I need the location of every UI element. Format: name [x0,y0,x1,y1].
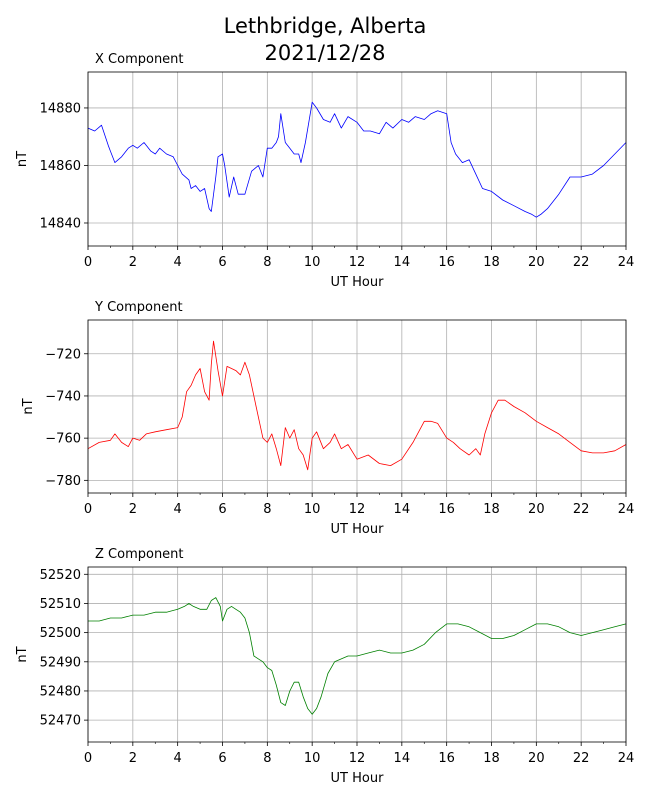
x-tick-label: 18 [483,502,500,517]
y-tick-label: −780 [45,474,81,489]
x-tick-label: 22 [573,255,590,270]
y-tick-label: 52500 [40,626,81,641]
x-tick-label: 10 [304,502,321,517]
y-axis-label: nT [21,398,36,414]
panel-title: X Component [95,52,184,67]
figure-title-line2: 2021/12/28 [264,41,386,65]
y-tick-label: 52490 [40,655,81,670]
x-tick-label: 4 [174,502,182,517]
x-tick-label: 0 [84,751,92,766]
x-tick-label: 10 [304,751,321,766]
x-tick-label: 12 [349,502,366,517]
x-tick-label: 14 [394,751,411,766]
x-tick-label: 24 [618,751,635,766]
x-tick-label: 20 [528,502,545,517]
x-tick-label: 16 [438,502,455,517]
y-tick-label: 52470 [40,714,81,729]
y-tick-label: 52520 [40,568,81,583]
chart-panel-3: 0 2 4 6 8 10 12 14 16 18 20 22 245247052480524905250… [15,547,634,786]
x-tick-label: 4 [174,255,182,270]
x-tick-label: 4 [174,751,182,766]
x-tick-label: 24 [618,502,635,517]
y-tick-label: 52480 [40,684,81,699]
x-tick-label: 18 [483,255,500,270]
y-tick-label: 14840 [40,216,81,231]
x-tick-label: 16 [438,751,455,766]
data-series-line [87,101,627,218]
x-tick-label: 22 [573,502,590,517]
x-tick-label: 0 [84,502,92,517]
x-tick-label: 8 [263,751,271,766]
x-tick-label: 14 [394,255,411,270]
data-series-line [88,597,627,715]
figure-title-line1: Lethbridge, Alberta [223,14,427,38]
y-tick-label: −760 [45,432,81,447]
x-tick-label: 2 [129,502,137,517]
x-tick-label: 2 [129,255,137,270]
x-tick-label: 12 [349,751,366,766]
x-tick-label: 6 [218,751,226,766]
x-tick-label: 14 [394,502,411,517]
y-tick-label: 52510 [40,597,81,612]
y-tick-label: −740 [45,389,81,404]
x-tick-label: 8 [263,502,271,517]
x-tick-label: 10 [304,255,321,270]
panel-title: Z Component [95,547,184,562]
x-tick-label: 20 [528,751,545,766]
x-tick-label: 24 [618,255,635,270]
x-axis-label: UT Hour [331,275,385,290]
y-axis-label: nT [15,151,30,167]
x-tick-label: 20 [528,255,545,270]
x-axis-label: UT Hour [331,522,385,537]
x-tick-label: 0 [84,255,92,270]
x-axis-label: UT Hour [331,771,385,786]
data-series-line [87,340,627,471]
y-axis-label: nT [15,646,30,662]
panel-title: Y Component [94,300,183,315]
x-tick-label: 6 [218,255,226,270]
x-tick-label: 12 [349,255,366,270]
x-tick-label: 16 [438,255,455,270]
x-tick-label: 18 [483,751,500,766]
x-tick-label: 8 [263,255,271,270]
x-tick-label: 22 [573,751,590,766]
x-tick-label: 2 [129,751,137,766]
y-tick-label: 14880 [40,101,81,116]
y-tick-label: −720 [45,347,81,362]
y-tick-label: 14860 [40,159,81,174]
x-tick-label: 6 [218,502,226,517]
